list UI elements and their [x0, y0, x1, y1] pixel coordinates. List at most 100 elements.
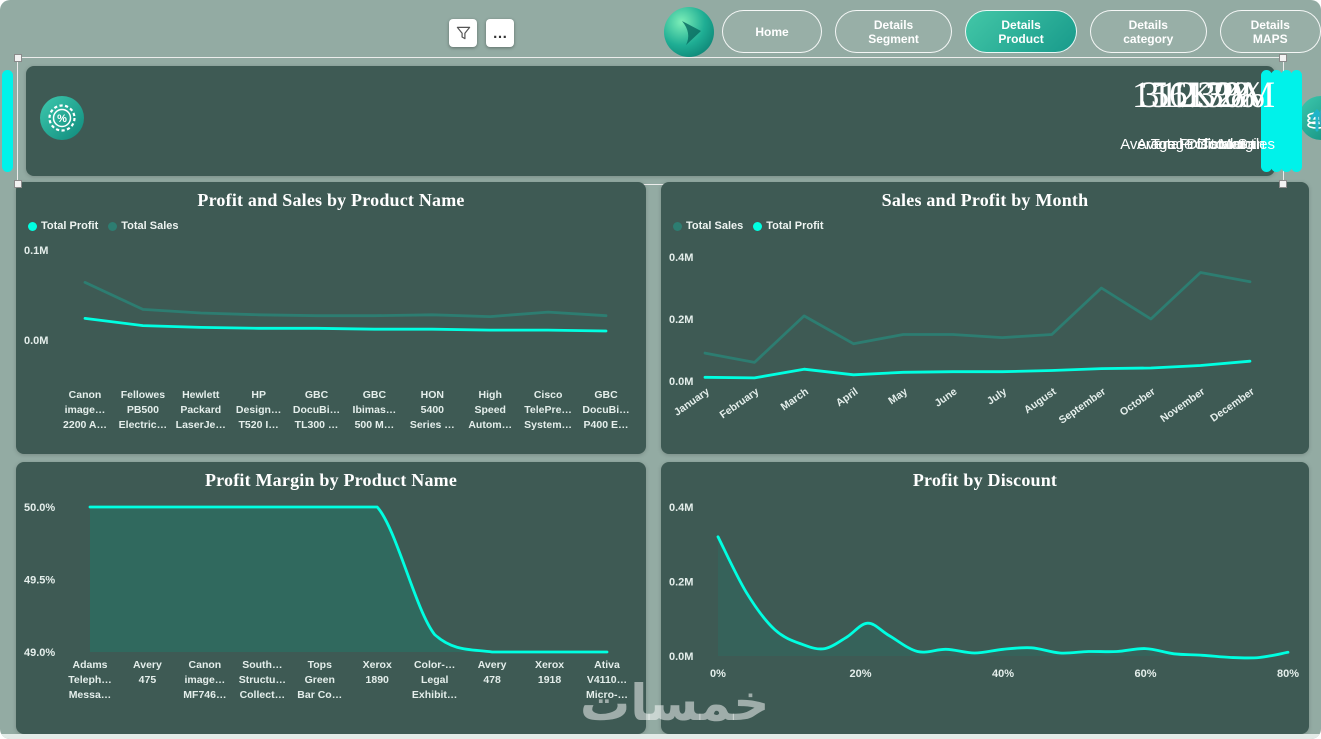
area-chart-profit-margin-by-product[interactable]: 50.0% 49.5% 49.0% Adams Teleph… Messa… Avery 47…: [16, 462, 646, 734]
line-chart-profit-by-discount[interactable]: 0.4M 0.2M 0.0M 0% 20% 40% 60% 80%: [661, 462, 1309, 734]
legend-dot-icon: [108, 221, 118, 231]
svg-text:October: October: [1118, 386, 1158, 419]
funnel-icon: [456, 26, 470, 39]
nav-bar: Home Details Segment Details Product Det…: [722, 10, 1321, 53]
svg-text:475: 475: [139, 674, 157, 686]
svg-text:1918: 1918: [538, 674, 562, 686]
visual-toolbar: …: [449, 19, 514, 47]
svg-text:49.0%: 49.0%: [24, 647, 55, 659]
svg-text:1890: 1890: [366, 674, 390, 686]
kpi-card-total-discount[interactable]: % 156K% Total Discount: [26, 66, 1275, 176]
legend-item-total-sales[interactable]: Total Sales: [673, 220, 743, 232]
svg-text:500 M…: 500 M…: [355, 419, 395, 431]
svg-text:0.0M: 0.0M: [24, 335, 48, 347]
chart-title: Profit Margin by Product Name: [204, 470, 458, 490]
svg-text:LaserJe…: LaserJe…: [176, 419, 226, 431]
svg-text:Teleph…: Teleph…: [68, 674, 112, 686]
svg-text:0.2M: 0.2M: [669, 577, 693, 589]
kpi-accent-bar: [1261, 70, 1272, 172]
svg-text:December: December: [1208, 386, 1256, 425]
svg-text:Design…: Design…: [236, 404, 282, 416]
chart-legend: Total Sales Total Profit: [673, 220, 830, 232]
selection-handle[interactable]: [1279, 54, 1287, 62]
svg-text:HP: HP: [251, 389, 266, 401]
svg-text:Xerox: Xerox: [535, 659, 564, 671]
legend-label: Total Profit: [766, 220, 824, 232]
svg-text:MF746…: MF746…: [183, 689, 226, 701]
svg-text:0.4M: 0.4M: [669, 502, 693, 514]
svg-text:PB500: PB500: [127, 404, 159, 416]
kpi-row: $ 286.40K Total Profit: [2, 54, 1321, 188]
svg-text:Avery: Avery: [133, 659, 162, 671]
svg-text:Xerox: Xerox: [363, 659, 392, 671]
svg-text:Collect…: Collect…: [240, 689, 286, 701]
svg-text:Bar Co…: Bar Co…: [297, 689, 342, 701]
legend-item-total-profit[interactable]: Total Profit: [753, 220, 824, 232]
svg-text:%: %: [57, 113, 67, 125]
selection-handle[interactable]: [1279, 180, 1287, 188]
svg-text:System…: System…: [524, 419, 572, 431]
kpi-accent-bar: [2, 70, 13, 172]
svg-text:DocuBi…: DocuBi…: [582, 404, 629, 416]
selection-handle[interactable]: [14, 180, 22, 188]
svg-text:HON: HON: [421, 389, 444, 401]
legend-dot-icon: [28, 221, 37, 231]
nav-details-product-button[interactable]: Details Product: [965, 10, 1078, 53]
svg-text:Tops: Tops: [308, 659, 332, 671]
svg-text:TL300 …: TL300 …: [295, 419, 339, 431]
svg-text:T520 I…: T520 I…: [239, 419, 279, 431]
nav-details-category-button[interactable]: Details category: [1090, 10, 1207, 53]
nav-details-segment-button[interactable]: Details Segment: [835, 10, 953, 53]
chart-title: Profit and Sales by Product Name: [197, 190, 465, 210]
kpi-accent-bar: [1271, 70, 1282, 172]
svg-text:Cisco: Cisco: [534, 389, 563, 401]
svg-text:May: May: [886, 386, 910, 408]
filter-icon[interactable]: [449, 19, 477, 47]
nav-details-maps-button[interactable]: Details MAPS: [1219, 10, 1321, 53]
svg-text:Ativa: Ativa: [594, 659, 620, 671]
svg-text:0.2M: 0.2M: [669, 314, 693, 326]
line-chart-profit-sales-by-product[interactable]: 0.1M 0.0M Canon image… 2200 A… Fellowes PB500 E…: [16, 182, 646, 454]
svg-text:Fellowes: Fellowes: [121, 389, 166, 401]
svg-text:0%: 0%: [710, 668, 726, 680]
svg-text:South…: South…: [242, 659, 282, 671]
svg-text:Ibimas…: Ibimas…: [353, 404, 397, 416]
kpi-label: Average Profit Margin: [1120, 136, 1265, 153]
legend-label: Total Profit: [41, 220, 99, 232]
kpi-value: 156K%: [1131, 75, 1245, 116]
chart-legend: Total Profit Total Sales: [28, 220, 185, 232]
panel-sales-profit-by-month: Sales and Profit by Month Total Sales To…: [661, 182, 1309, 454]
nav-home-button[interactable]: Home: [722, 10, 822, 53]
svg-text:Series …: Series …: [410, 419, 455, 431]
svg-text:20%: 20%: [849, 668, 871, 680]
legend-label: Total Sales: [686, 220, 744, 232]
kpi-value: 31.17%: [1140, 75, 1255, 116]
selection-handle[interactable]: [14, 54, 22, 62]
chart-title: Profit by Discount: [912, 470, 1058, 490]
kpi-label: Total Discount: [1150, 136, 1245, 153]
svg-text:July: July: [985, 386, 1009, 408]
svg-text:Color-…: Color-…: [414, 659, 455, 671]
svg-text:June: June: [932, 386, 959, 410]
svg-text:Electric…: Electric…: [119, 419, 167, 431]
svg-text:image…: image…: [65, 404, 106, 416]
svg-text:August: August: [1022, 385, 1059, 416]
svg-text:40%: 40%: [992, 668, 1014, 680]
legend-item-total-sales[interactable]: Total Sales: [108, 220, 179, 232]
svg-text:January: January: [672, 386, 712, 419]
svg-text:March: March: [779, 386, 811, 414]
kpi-value: 2.30M: [1177, 75, 1275, 116]
svg-text:Hewlett: Hewlett: [182, 389, 220, 401]
svg-text:GBC: GBC: [594, 389, 618, 401]
kpi-label: Total Sales: [1201, 136, 1275, 153]
svg-text:TelePre…: TelePre…: [524, 404, 572, 416]
legend-item-total-profit[interactable]: Total Profit: [28, 220, 98, 232]
svg-text:image…: image…: [184, 674, 225, 686]
svg-text:Speed: Speed: [474, 404, 506, 416]
svg-text:0.0M: 0.0M: [669, 651, 693, 663]
svg-text:Messa…: Messa…: [69, 689, 112, 701]
svg-text:0.0M: 0.0M: [669, 376, 693, 388]
panel-profit-by-discount: Profit by Discount 0.4M 0.2M 0.0M 0% 20% 40% 6…: [661, 462, 1309, 734]
more-options-icon[interactable]: …: [486, 19, 514, 47]
